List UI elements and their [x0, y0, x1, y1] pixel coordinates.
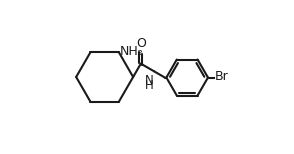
Text: O: O: [137, 37, 146, 50]
Text: NH₂: NH₂: [120, 45, 143, 58]
Text: Br: Br: [215, 70, 229, 83]
Text: N: N: [145, 74, 153, 87]
Text: H: H: [145, 79, 153, 92]
